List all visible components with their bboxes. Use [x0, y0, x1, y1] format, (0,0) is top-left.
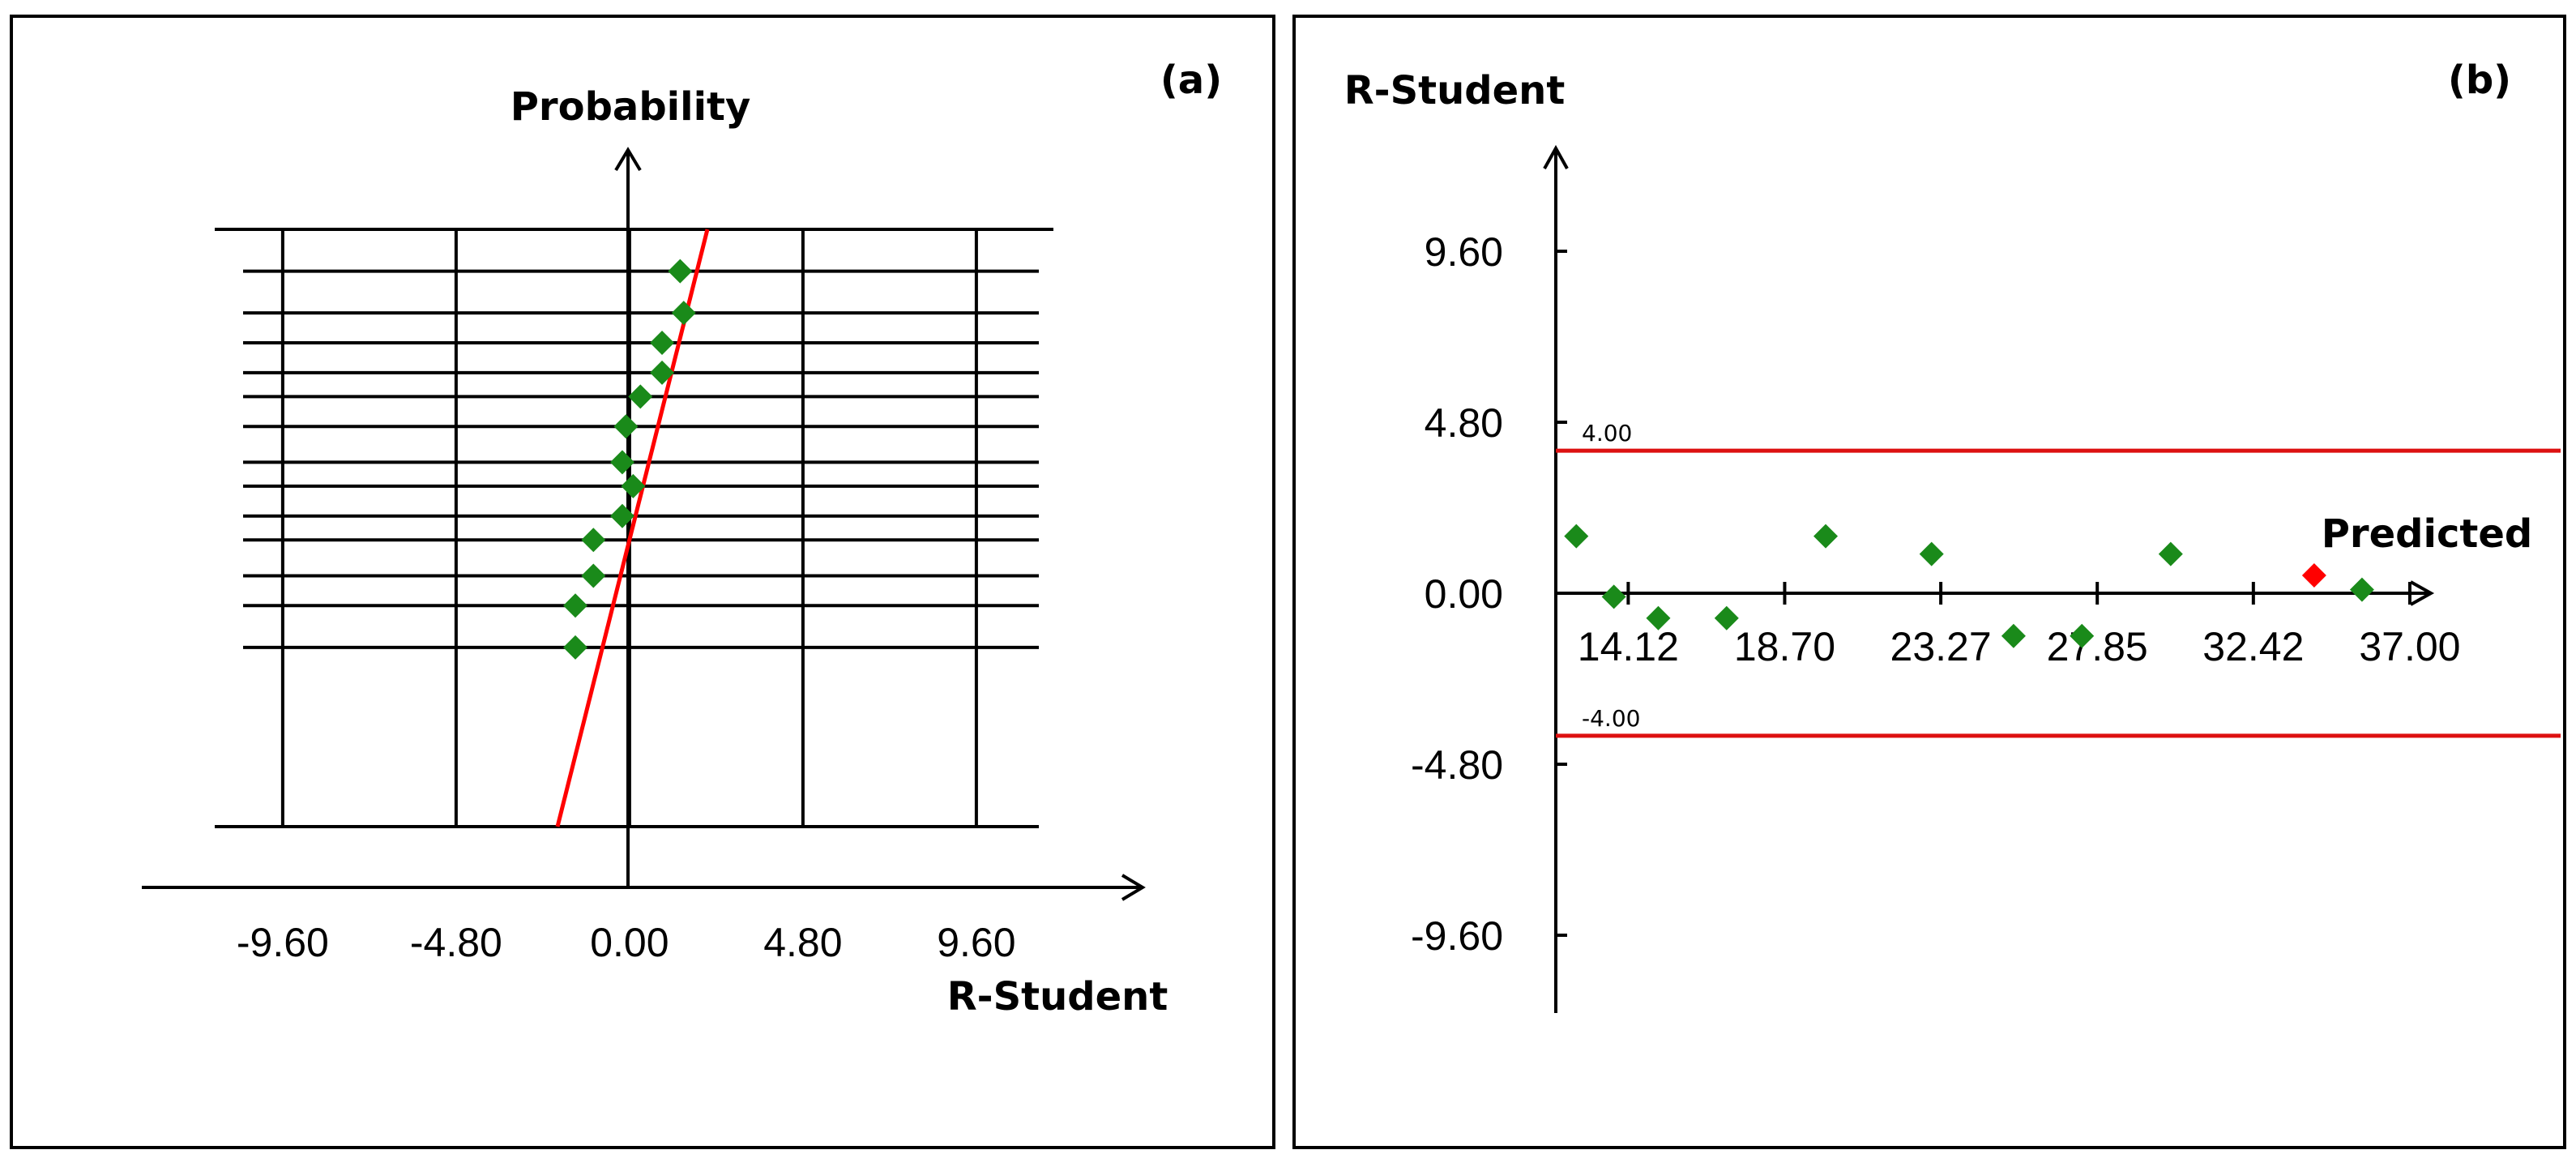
panel-b-label: (b) — [2448, 58, 2511, 103]
panel-b-y-ticks: 9.60 4.80 0.00 -4.80 -9.60 — [1411, 229, 1567, 959]
panel-a-x-arrow — [1121, 874, 1146, 901]
data-point — [2070, 623, 2095, 648]
panel-b: (b) R-Student 9.60 4.80 0.00 -4.80 -9.60 14.… — [1292, 15, 2566, 1149]
limit-label: 4.00 — [1582, 420, 1632, 447]
y-tick-label: -9.60 — [1411, 913, 1503, 959]
data-point — [628, 384, 653, 409]
data-point — [1813, 524, 1839, 549]
x-tick-label: 32.42 — [2202, 624, 2304, 669]
x-tick-label: 18.70 — [1734, 624, 1835, 669]
data-point — [609, 503, 634, 528]
data-point — [1919, 541, 1944, 566]
data-point — [1646, 605, 1671, 631]
panel-b-x-ticks: 14.12 18.70 23.27 27.85 32.42 37.00 — [1578, 582, 2460, 669]
x-tick-label: -4.80 — [410, 920, 502, 965]
data-point — [581, 528, 606, 553]
panel-a-y-arrow — [614, 147, 642, 172]
x-tick-label: 23.27 — [1890, 624, 1992, 669]
data-point — [563, 635, 588, 660]
y-tick-label: 0.00 — [1425, 571, 1503, 617]
x-tick-label: 14.12 — [1578, 624, 1679, 669]
data-point — [2001, 623, 2026, 648]
data-point — [609, 450, 634, 475]
data-point — [650, 331, 675, 356]
data-point — [1601, 584, 1626, 609]
panel-b-axes — [1543, 144, 2435, 1013]
panel-a: (a) -9.60 -4.80 0.00 4.80 9.60 Probability R… — [10, 15, 1275, 1149]
x-tick-label: 37.00 — [2359, 624, 2460, 669]
predicted-point — [2301, 563, 2326, 588]
x-tick-label: -9.60 — [237, 920, 329, 965]
panel-b-limits: 4.00 -4.00 — [1556, 420, 2561, 738]
panel-a-label: (a) — [1160, 58, 1222, 103]
data-point — [1714, 605, 1739, 631]
data-point — [2158, 541, 2183, 566]
x-tick-label: 27.85 — [2047, 624, 2148, 669]
data-point — [581, 563, 606, 588]
predicted-label: Predicted — [2322, 511, 2533, 557]
panel-a-x-ticks: -9.60 -4.80 0.00 4.80 9.60 — [237, 920, 1016, 965]
panel-a-axes — [142, 147, 1146, 901]
x-tick-label: 9.60 — [937, 920, 1015, 965]
data-point — [613, 414, 639, 439]
panel-b-y-arrow — [1543, 144, 1569, 169]
panel-b-y-label: R-Student — [1344, 68, 1566, 113]
data-point — [668, 259, 693, 284]
panel-a-y-label: Probability — [511, 84, 751, 130]
panel-b-points — [1564, 524, 2374, 648]
data-point — [671, 301, 696, 326]
data-point — [1564, 524, 1589, 549]
data-point — [563, 593, 588, 618]
data-point — [2349, 577, 2374, 602]
limit-label: -4.00 — [1582, 705, 1640, 732]
y-tick-label: -4.80 — [1411, 742, 1503, 788]
panel-b-frame — [1292, 15, 2566, 1149]
panel-a-x-label: R-Student — [947, 974, 1168, 1020]
panel-a-points — [563, 259, 696, 660]
x-tick-label: 0.00 — [590, 920, 669, 965]
data-point — [650, 360, 675, 385]
panel-a-frame — [10, 15, 1275, 1149]
panel-b-x-arrow — [2410, 580, 2435, 606]
y-tick-label: 4.80 — [1425, 400, 1503, 446]
data-point — [621, 473, 646, 498]
panel-a-fit-line — [555, 229, 710, 827]
y-tick-label: 9.60 — [1425, 229, 1503, 275]
panel-a-grid — [215, 228, 1053, 828]
x-tick-label: 4.80 — [763, 920, 842, 965]
